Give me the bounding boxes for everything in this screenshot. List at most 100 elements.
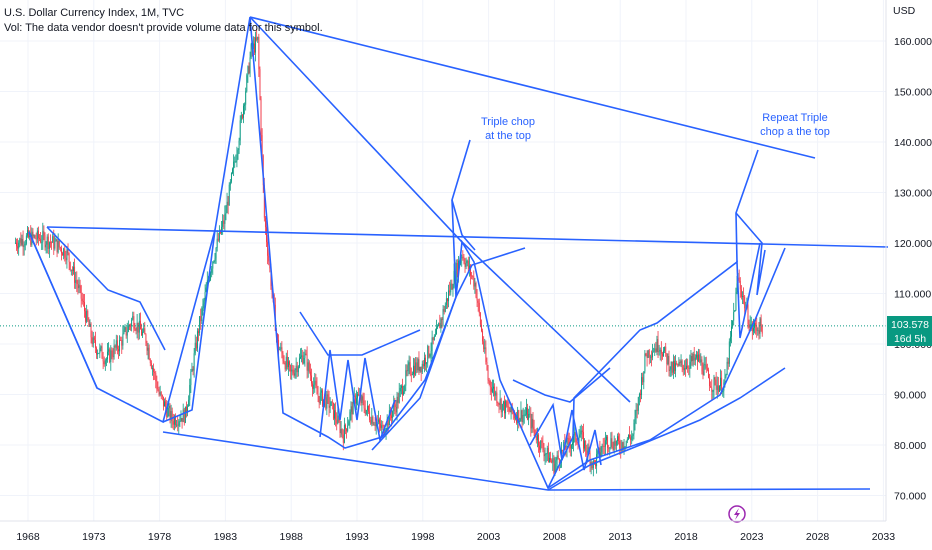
- x-tick-label: 2003: [477, 531, 501, 543]
- time-axis[interactable]: 1968 1973 1978 1983 1988 1993 1998 2003 2008 2013…: [0, 520, 895, 543]
- candle-body: [701, 359, 703, 372]
- candle-body: [494, 386, 496, 396]
- x-tick-label: 2013: [609, 531, 633, 543]
- candle-body: [300, 356, 301, 359]
- candle-body: [232, 168, 233, 174]
- candle-body: [587, 447, 589, 455]
- candle-body: [477, 300, 479, 303]
- price-axis[interactable]: USD 160.000 150.000 140.000 130.000 120.000 1…: [885, 0, 932, 521]
- candle-body: [510, 404, 512, 413]
- candle-body: [327, 394, 329, 397]
- candle-body: [531, 418, 533, 429]
- candle-body: [411, 374, 413, 376]
- candle-body: [74, 266, 76, 283]
- candle-body: [341, 429, 343, 435]
- candle-body: [420, 366, 422, 373]
- candle-body: [444, 305, 446, 312]
- candle-body: [188, 399, 190, 407]
- candle-body: [515, 417, 516, 419]
- candle-body: [114, 345, 116, 348]
- candle-body: [724, 376, 726, 383]
- candle-body: [416, 362, 418, 371]
- candle-body: [267, 242, 269, 256]
- candle-body: [522, 415, 524, 423]
- candle-body: [597, 450, 599, 455]
- candle-body: [663, 350, 664, 357]
- candle-body: [330, 401, 332, 406]
- candle-body: [572, 442, 573, 446]
- candle-body: [311, 375, 312, 384]
- candle-body: [227, 201, 229, 206]
- candle-body: [320, 390, 322, 393]
- candle-body: [111, 350, 113, 357]
- x-tick-label: 1988: [280, 531, 304, 543]
- trendline-drawings[interactable]: [28, 16, 889, 491]
- trendline: [249, 16, 631, 403]
- candle-body: [86, 310, 88, 322]
- candle-body: [414, 365, 416, 375]
- y-tick-label: 110.000: [894, 289, 931, 301]
- candle-body: [579, 434, 581, 438]
- x-tick-label: 1998: [411, 531, 435, 543]
- candle-body: [136, 322, 138, 331]
- candle-body: [735, 292, 737, 311]
- candle-body: [96, 347, 97, 355]
- candle-body: [137, 322, 139, 333]
- candle-body: [539, 445, 541, 450]
- candle-body: [505, 401, 507, 414]
- candle-body: [187, 406, 189, 412]
- candle-body: [373, 424, 375, 426]
- candle-body: [502, 401, 504, 405]
- candle-body: [135, 330, 137, 331]
- candle-body: [586, 450, 588, 455]
- chart-grid: [0, 0, 886, 521]
- candle-body: [32, 231, 34, 237]
- candle-body: [334, 410, 335, 419]
- candle-body: [198, 331, 199, 333]
- candle-body: [139, 320, 141, 330]
- candle-body: [335, 410, 337, 420]
- candle-body: [305, 353, 307, 355]
- candle-body: [727, 361, 729, 364]
- candle-body: [194, 342, 196, 354]
- candle-body: [652, 352, 654, 358]
- candle-body: [499, 399, 501, 405]
- candle-body: [278, 339, 280, 350]
- candle-body: [573, 435, 575, 443]
- candle-body: [623, 446, 625, 449]
- candle-body: [100, 346, 102, 348]
- candle-body: [441, 318, 443, 320]
- candle-body: [249, 57, 251, 74]
- lightning-icon[interactable]: [728, 505, 746, 523]
- candle-body: [225, 213, 227, 214]
- y-tick-label: 130.000: [894, 188, 932, 200]
- candle-body: [176, 424, 178, 426]
- candle-body: [27, 230, 28, 236]
- candle-body: [596, 454, 598, 467]
- trendline: [28, 231, 98, 389]
- candle-body: [68, 252, 70, 263]
- chart-title[interactable]: U.S. Dollar Currency Index, 1M, TVC: [4, 7, 185, 19]
- candle-body: [338, 415, 340, 421]
- candle-body: [138, 320, 140, 333]
- candle-body: [222, 220, 224, 227]
- candle-body: [360, 395, 362, 404]
- candle-body: [130, 325, 131, 327]
- candle-body: [488, 380, 490, 382]
- candle-body: [229, 181, 231, 185]
- candle-body: [500, 399, 502, 413]
- candle-body: [622, 442, 624, 449]
- candle-body: [697, 354, 698, 362]
- candle-body: [104, 360, 106, 365]
- candle-body: [440, 318, 442, 329]
- candle-body: [463, 256, 465, 263]
- candle-body: [325, 397, 327, 409]
- candle-body: [705, 364, 707, 369]
- candle-body: [366, 406, 368, 410]
- y-tick-label: 80.000: [894, 440, 926, 452]
- candle-body: [122, 333, 124, 346]
- candle-body: [550, 457, 552, 461]
- candle-body: [80, 285, 82, 299]
- candle-body: [358, 394, 360, 396]
